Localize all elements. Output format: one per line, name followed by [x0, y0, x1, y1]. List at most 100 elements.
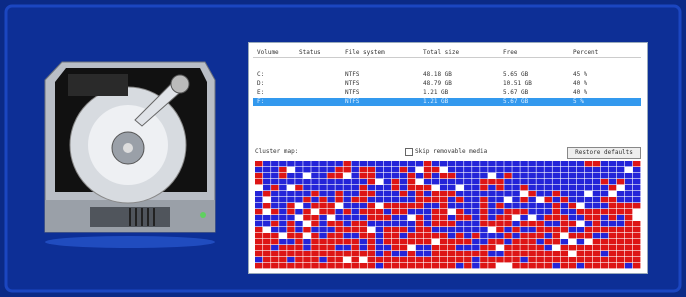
cluster-cell [496, 221, 503, 226]
cluster-cell [400, 209, 407, 214]
cluster-cell [279, 257, 286, 262]
cluster-cell [263, 209, 270, 214]
cluster-cell [271, 227, 278, 232]
cluster-cell [456, 179, 463, 184]
cluster-cell [279, 245, 286, 250]
cluster-cell [545, 179, 552, 184]
cluster-cell [569, 233, 576, 238]
cluster-cell [319, 263, 326, 268]
cluster-cell [472, 161, 479, 166]
cluster-cell [464, 167, 471, 172]
table-cell: 1.21 GB [423, 98, 448, 106]
cluster-cell [335, 257, 342, 262]
cluster-cell [609, 191, 616, 196]
cluster-cell [352, 185, 359, 190]
cluster-cell [440, 227, 447, 232]
cluster-cell [360, 251, 367, 256]
cluster-cell [295, 191, 302, 196]
cluster-cell [545, 191, 552, 196]
cluster-cell [384, 239, 391, 244]
cluster-cell [609, 215, 616, 220]
cluster-cell [352, 197, 359, 202]
restore-button[interactable]: Restore defaults [567, 147, 641, 159]
cluster-cell [408, 233, 415, 238]
cluster-cell [536, 239, 543, 244]
cluster-cell [569, 191, 576, 196]
cluster-cell [448, 185, 455, 190]
cluster-cell [392, 221, 399, 226]
cluster-cell [295, 209, 302, 214]
cluster-cell [327, 245, 334, 250]
cluster-cell [424, 233, 431, 238]
cluster-cell [416, 215, 423, 220]
table-cell: 1.21 GB [423, 89, 448, 97]
column-header: Total size [423, 49, 459, 57]
cluster-cell [585, 197, 592, 202]
cluster-cell [601, 197, 608, 202]
cluster-cell [432, 233, 439, 238]
cluster-cell [255, 185, 262, 190]
cluster-cell [279, 191, 286, 196]
cluster-cell [601, 233, 608, 238]
cluster-cell [545, 239, 552, 244]
cluster-cell [408, 221, 415, 226]
cluster-cell [343, 203, 350, 208]
cluster-cell [593, 221, 600, 226]
cluster-cell [279, 179, 286, 184]
cluster-cell [633, 167, 640, 172]
cluster-cell [577, 167, 584, 172]
cluster-cell [553, 167, 560, 172]
cluster-cell [585, 233, 592, 238]
cluster-cell [440, 263, 447, 268]
checkbox-label[interactable]: Skip removable media [415, 148, 487, 155]
checkbox[interactable] [405, 148, 413, 156]
cluster-cell [319, 197, 326, 202]
cluster-cell [512, 203, 519, 208]
cluster-cell [376, 179, 383, 184]
cluster-cell [271, 233, 278, 238]
cluster-cell [504, 215, 511, 220]
cluster-cell [255, 203, 262, 208]
cluster-cell [553, 173, 560, 178]
cluster-cell [504, 197, 511, 202]
cluster-cell [520, 245, 527, 250]
cluster-cell [488, 191, 495, 196]
cluster-cell [319, 167, 326, 172]
cluster-cell [368, 227, 375, 232]
cluster-cell [400, 161, 407, 166]
cluster-cell [633, 173, 640, 178]
cluster-cell [601, 185, 608, 190]
cluster-cell [520, 179, 527, 184]
cluster-cell [352, 203, 359, 208]
cluster-cell [585, 173, 592, 178]
cluster-cell [376, 233, 383, 238]
cluster-cell [528, 221, 535, 226]
cluster-cell [287, 173, 294, 178]
table-cell: 5.67 GB [503, 89, 528, 97]
cluster-cell [408, 191, 415, 196]
cluster-cell [585, 245, 592, 250]
table-cell: NTFS [345, 89, 359, 97]
cluster-cell [472, 179, 479, 184]
cluster-cell [424, 251, 431, 256]
cluster-cell [448, 215, 455, 220]
cluster-cell [456, 191, 463, 196]
cluster-cell [335, 185, 342, 190]
cluster-cell [456, 239, 463, 244]
cluster-cell [424, 239, 431, 244]
cluster-cell [432, 203, 439, 208]
cluster-cell [384, 263, 391, 268]
cluster-cell [303, 191, 310, 196]
cluster-cell [496, 215, 503, 220]
cluster-cell [271, 197, 278, 202]
cluster-cell [480, 221, 487, 226]
cluster-cell [303, 263, 310, 268]
cluster-cell [303, 161, 310, 166]
cluster-cell [569, 245, 576, 250]
cluster-cell [400, 215, 407, 220]
cluster-cell [504, 227, 511, 232]
